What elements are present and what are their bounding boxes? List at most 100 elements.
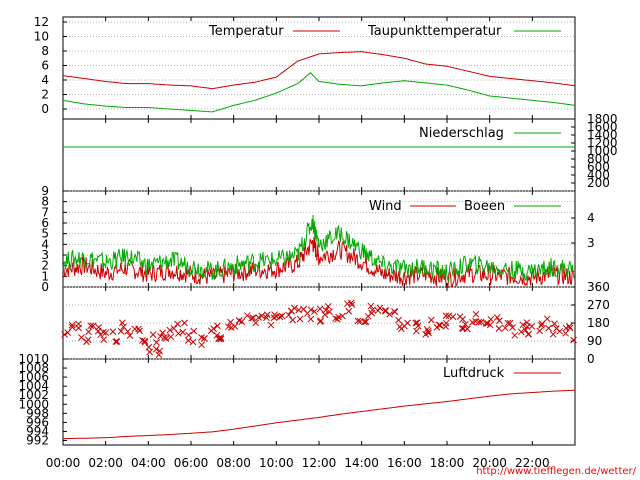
wind-direction-point xyxy=(117,327,125,335)
wind-direction-point xyxy=(525,330,532,338)
point-stroke xyxy=(198,341,205,349)
wind-direction-point xyxy=(509,324,516,331)
point-stroke xyxy=(136,327,143,335)
wind-direction-point xyxy=(184,337,192,344)
point-stroke xyxy=(486,321,494,329)
point-stroke xyxy=(225,323,232,331)
point-stroke xyxy=(217,335,225,343)
point-stroke xyxy=(126,332,134,339)
point-stroke xyxy=(536,327,543,335)
point-stroke xyxy=(175,330,182,337)
point-stroke xyxy=(556,327,564,335)
wind-direction-point xyxy=(519,321,527,329)
point-stroke xyxy=(425,329,432,337)
y-tick-label-right: 1800 xyxy=(587,112,618,126)
wind-direction-point xyxy=(141,338,149,346)
point-stroke xyxy=(562,329,570,337)
wind-direction-point xyxy=(94,327,102,335)
x-tick-label: 04:00 xyxy=(131,456,166,470)
wind-direction-point xyxy=(215,335,222,342)
wind-direction-point xyxy=(198,341,205,349)
point-stroke xyxy=(335,313,342,321)
point-stroke xyxy=(252,319,260,327)
x-tick-label: 20:00 xyxy=(472,456,507,470)
point-stroke xyxy=(442,319,450,327)
point-stroke xyxy=(189,338,197,346)
point-stroke xyxy=(382,307,389,315)
wind-direction-point xyxy=(412,327,420,335)
point-stroke xyxy=(215,335,222,342)
wind-direction-point xyxy=(167,333,175,341)
wind-direction-point xyxy=(551,320,558,328)
point-stroke xyxy=(170,325,178,332)
point-stroke xyxy=(289,316,297,324)
wind-direction-point xyxy=(395,316,402,324)
point-stroke xyxy=(276,313,284,321)
wind-direction-point xyxy=(216,335,223,342)
point-stroke xyxy=(493,314,501,321)
wind-direction-point xyxy=(536,327,543,335)
x-tick-label: 02:00 xyxy=(88,456,123,470)
legend-boeen-label: Boeen xyxy=(464,199,505,214)
point-stroke xyxy=(231,323,239,330)
point-stroke xyxy=(449,313,457,321)
series-line-luftdruck xyxy=(62,389,576,440)
point-stroke xyxy=(458,325,466,332)
point-stroke xyxy=(356,317,364,325)
y-tick-label: 1000 xyxy=(18,397,49,411)
point-stroke xyxy=(109,328,117,336)
point-stroke xyxy=(291,304,298,312)
wind-direction-point xyxy=(517,328,525,336)
wind-direction-point xyxy=(225,323,232,331)
wind-direction-point xyxy=(85,328,92,336)
wind-direction-point xyxy=(64,329,71,336)
wind-direction-point xyxy=(482,320,490,327)
wind-direction-point xyxy=(511,331,519,339)
point-stroke xyxy=(354,317,362,325)
wind-direction-point xyxy=(565,323,573,330)
y-tick-label-right: 90 xyxy=(587,334,602,348)
wind-direction-point xyxy=(538,320,546,328)
point-stroke xyxy=(146,348,154,356)
point-stroke xyxy=(339,312,346,320)
wind-direction-point xyxy=(311,308,318,315)
legend-luftdruck-label: Luftdruck xyxy=(443,366,505,381)
y-tick-label-right: 400 xyxy=(587,168,610,182)
point-stroke xyxy=(525,330,532,338)
wind-direction-point xyxy=(334,315,341,323)
y-tick-label: 9 xyxy=(41,184,49,198)
wind-direction-point xyxy=(119,319,126,327)
wind-direction-point xyxy=(522,326,529,334)
wind-direction-point xyxy=(68,323,76,331)
point-stroke xyxy=(528,322,536,330)
point-stroke xyxy=(190,327,198,335)
point-stroke xyxy=(367,302,375,310)
footer-url-link[interactable]: http://www.tiefflegen.de/wetter/ xyxy=(476,466,636,477)
point-stroke xyxy=(198,334,205,341)
wind-direction-point xyxy=(472,317,479,325)
wind-direction-point xyxy=(217,335,225,343)
wind-direction-point xyxy=(97,331,104,339)
point-stroke xyxy=(436,321,444,329)
point-stroke xyxy=(404,319,411,327)
wind-direction-point xyxy=(207,327,215,335)
point-stroke xyxy=(97,331,104,339)
y-tick-label: 2 xyxy=(41,259,49,273)
point-stroke xyxy=(216,335,223,342)
wind-direction-point xyxy=(348,301,356,309)
point-stroke xyxy=(295,306,303,314)
wind-direction-point xyxy=(324,302,332,310)
wind-direction-point xyxy=(190,327,198,335)
y-tick-label: 998 xyxy=(26,406,49,420)
wind-direction-point xyxy=(289,316,297,324)
wind-direction-point xyxy=(316,305,324,313)
wind-direction-point xyxy=(493,314,501,321)
legend-wind-label: Wind xyxy=(369,199,402,214)
data-series xyxy=(61,51,577,440)
point-stroke xyxy=(495,325,503,332)
point-stroke xyxy=(227,318,234,326)
y-tick-label: 1002 xyxy=(18,388,49,402)
wind-direction-point xyxy=(449,313,457,321)
point-stroke xyxy=(386,311,393,318)
wind-direction-point xyxy=(136,327,143,335)
